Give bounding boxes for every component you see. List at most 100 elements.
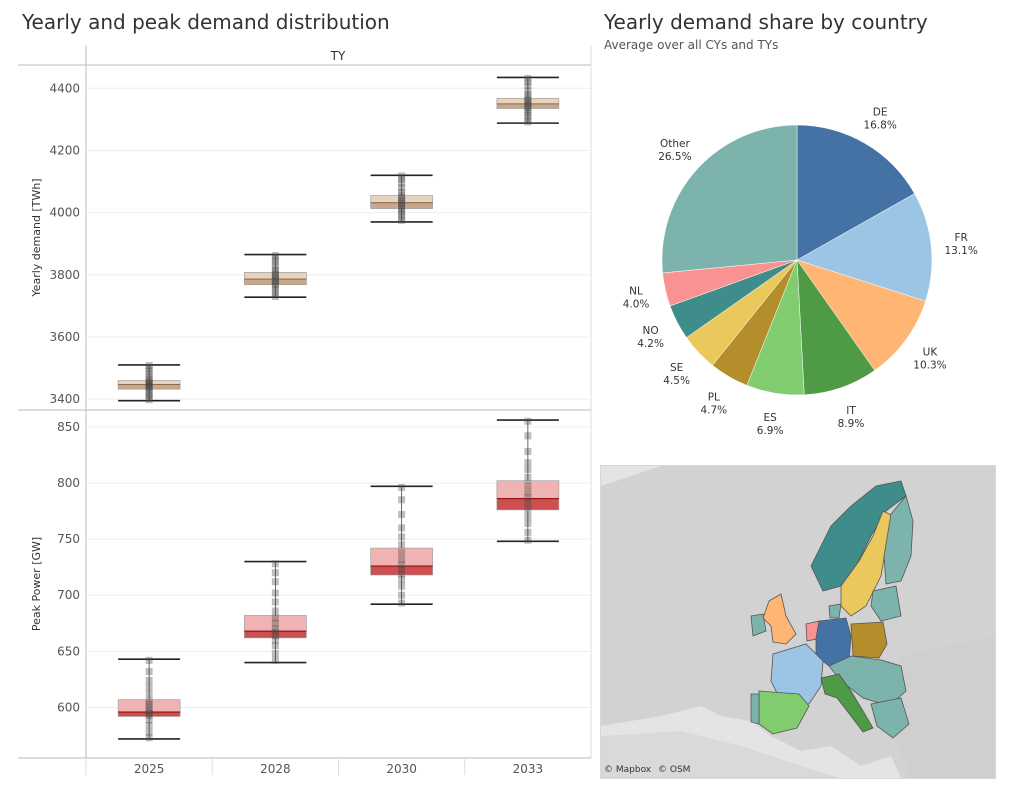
y-tick-label: 3800 bbox=[49, 268, 80, 282]
data-point bbox=[524, 87, 532, 95]
map-baltics[interactable] bbox=[870, 585, 902, 622]
data-point bbox=[524, 481, 532, 489]
data-point bbox=[524, 473, 532, 481]
pie-value-it: 8.9% bbox=[838, 418, 865, 430]
pie-label-uk: UK bbox=[923, 347, 939, 359]
pie-label-no: NO bbox=[643, 325, 659, 337]
data-point bbox=[145, 386, 153, 394]
data-point bbox=[398, 565, 406, 573]
map-ireland[interactable] bbox=[750, 613, 767, 637]
data-point bbox=[271, 255, 279, 263]
pie-slice-fr bbox=[796, 193, 933, 302]
pie-value-no: 4.2% bbox=[637, 338, 664, 350]
pie-slice-uk bbox=[796, 259, 926, 371]
map-finland[interactable] bbox=[883, 495, 914, 585]
data-point bbox=[398, 172, 406, 180]
data-point bbox=[524, 506, 532, 514]
y-tick-label: 700 bbox=[57, 588, 80, 602]
pie-value-es: 6.9% bbox=[757, 425, 784, 437]
data-point bbox=[271, 278, 279, 286]
data-point bbox=[271, 650, 279, 658]
data-point bbox=[145, 683, 153, 691]
data-point bbox=[271, 289, 279, 297]
map-italy[interactable] bbox=[820, 673, 874, 733]
europe-map[interactable]: © Mapbox © OSM bbox=[600, 465, 996, 779]
data-point bbox=[524, 118, 532, 126]
y-tick-label: 4200 bbox=[49, 143, 80, 157]
data-point bbox=[271, 252, 279, 260]
data-point bbox=[145, 700, 153, 708]
data-point bbox=[524, 432, 532, 440]
data-point bbox=[524, 448, 532, 456]
data-point bbox=[524, 488, 532, 496]
data-point bbox=[524, 115, 532, 123]
data-point bbox=[145, 734, 153, 742]
data-point bbox=[145, 711, 153, 719]
data-point bbox=[398, 216, 406, 224]
data-point bbox=[145, 383, 153, 391]
right-chart-title: Yearly demand share by country bbox=[604, 10, 928, 34]
data-point bbox=[398, 496, 406, 504]
data-point bbox=[524, 101, 532, 109]
data-point bbox=[524, 96, 532, 104]
map-denmark[interactable] bbox=[828, 603, 842, 619]
data-point bbox=[145, 656, 153, 664]
data-point bbox=[524, 494, 532, 502]
y-tick-label: 800 bbox=[57, 476, 80, 490]
map-portugal[interactable] bbox=[750, 693, 760, 725]
data-point bbox=[398, 591, 406, 599]
data-point bbox=[271, 619, 279, 627]
data-point bbox=[524, 417, 532, 425]
data-point bbox=[271, 293, 279, 301]
map-attribution-mapbox[interactable]: © Mapbox bbox=[604, 765, 652, 775]
data-point bbox=[271, 614, 279, 622]
data-point bbox=[145, 362, 153, 370]
map-uk[interactable] bbox=[762, 593, 797, 645]
data-point bbox=[524, 94, 532, 102]
data-point bbox=[271, 560, 279, 568]
data-point bbox=[145, 381, 153, 389]
map-attribution-osm[interactable]: © OSM bbox=[658, 765, 691, 775]
data-point bbox=[398, 191, 406, 199]
pie-label-es: ES bbox=[763, 412, 777, 424]
data-point bbox=[524, 513, 532, 521]
data-point bbox=[524, 465, 532, 473]
y-tick-label: 850 bbox=[57, 420, 80, 434]
data-point bbox=[271, 607, 279, 615]
data-point bbox=[145, 721, 153, 729]
data-point bbox=[271, 274, 279, 282]
data-point bbox=[271, 632, 279, 640]
data-point bbox=[271, 270, 279, 278]
data-point bbox=[524, 499, 532, 507]
data-point bbox=[398, 194, 406, 202]
data-point bbox=[398, 202, 406, 210]
data-point bbox=[524, 528, 532, 536]
data-point bbox=[398, 576, 406, 584]
data-point bbox=[524, 112, 532, 120]
data-point bbox=[398, 582, 406, 590]
data-point bbox=[398, 524, 406, 532]
data-point bbox=[145, 709, 153, 717]
data-point bbox=[398, 483, 406, 491]
data-point bbox=[524, 82, 532, 90]
map-shapes bbox=[601, 466, 995, 778]
map-poland[interactable] bbox=[850, 621, 888, 659]
data-point bbox=[398, 179, 406, 187]
data-point bbox=[145, 396, 153, 404]
data-point bbox=[524, 98, 532, 106]
data-point bbox=[524, 104, 532, 112]
data-point bbox=[271, 280, 279, 288]
pie-value-uk: 10.3% bbox=[913, 360, 946, 372]
map-norway[interactable] bbox=[810, 480, 907, 592]
map-france[interactable] bbox=[770, 643, 824, 705]
column-header-ty: TY bbox=[330, 49, 346, 63]
data-point bbox=[271, 276, 279, 284]
data-point bbox=[271, 261, 279, 269]
pie-value-se: 4.5% bbox=[663, 375, 690, 387]
data-point bbox=[145, 394, 153, 402]
map-balkans[interactable] bbox=[870, 697, 910, 739]
y-axis-label: Peak Power [GW] bbox=[30, 537, 43, 631]
data-point bbox=[398, 207, 406, 215]
data-point bbox=[271, 578, 279, 586]
pie-label-se: SE bbox=[670, 362, 683, 374]
